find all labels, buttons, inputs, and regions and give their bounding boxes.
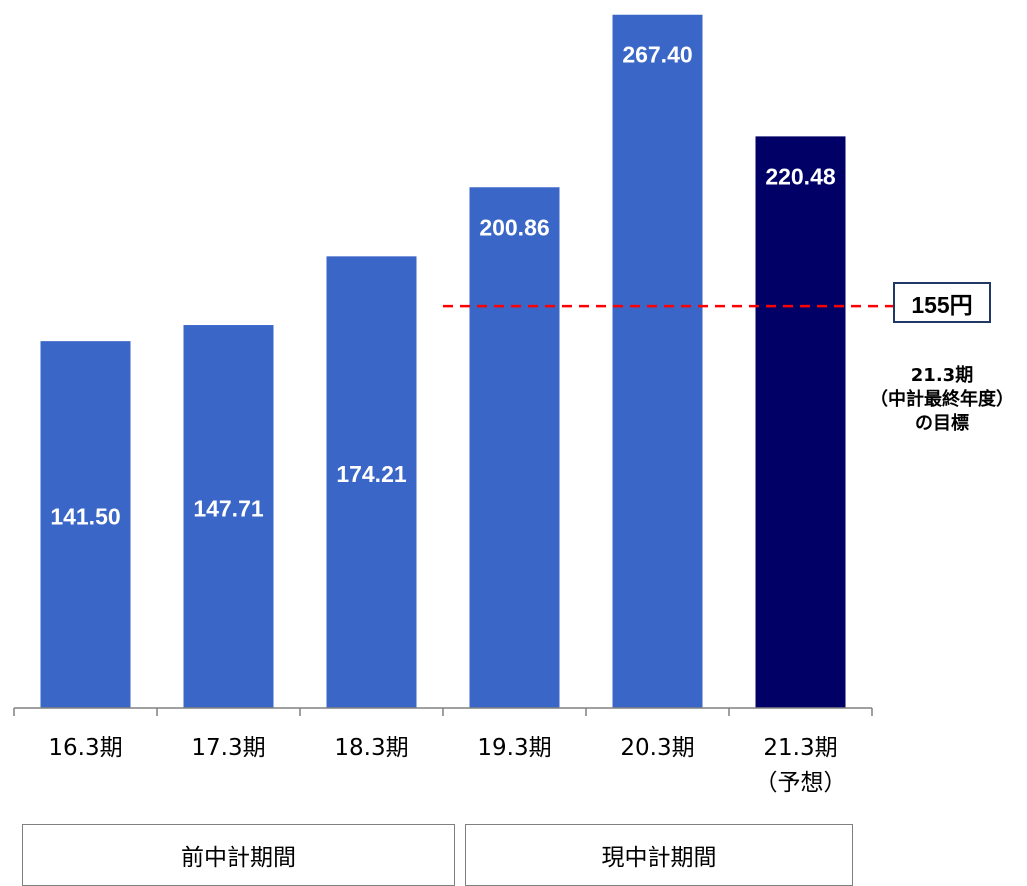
bar [183,325,274,708]
bar-value-label: 174.21 [336,461,407,487]
bar [612,14,703,709]
bar [326,256,417,708]
bar-value-label: 220.48 [765,163,836,189]
x-axis [13,707,873,716]
bar [40,341,131,708]
bar [755,136,846,708]
bar [469,187,560,709]
x-tick-label: 19.3期 [477,735,551,761]
target-note-line: 21.3期 [910,365,974,386]
bar-value-label: 200.86 [479,214,549,240]
x-tick-label: 16.3期 [48,735,122,761]
bar-value-label: 141.50 [50,504,120,530]
bars-group: 141.50 147.71 174.21 200.86 267.40 220.48 [40,14,846,709]
bar-value-label: 267.40 [622,42,692,68]
x-tick-label: 17.3期 [191,735,265,761]
x-tick-label: 20.3期 [620,735,694,761]
x-tick-label: 18.3期 [334,735,408,761]
period-label: 前中計期間 [181,845,296,871]
x-tick-label: 21.3期 [763,735,837,761]
period-box-previous-plan: 前中計期間 [22,824,455,886]
target-note-line: の目標 [915,413,969,434]
period-label: 現中計期間 [601,845,717,871]
bar-value-label: 147.71 [193,496,264,522]
target-value-label: 155円 [911,291,973,318]
target-value-box: 155円 [893,282,991,323]
x-tick-labels: 16.3期 17.3期 18.3期 19.3期 20.3期 21.3期 （予想） [48,735,846,796]
target-note: 21.3期 （中計最終年度） の目標 [858,364,1026,436]
period-box-current-plan: 現中計期間 [465,824,853,886]
x-tick-sublabel: （予想） [755,770,847,796]
target-note-line: （中計最終年度） [870,389,1014,410]
